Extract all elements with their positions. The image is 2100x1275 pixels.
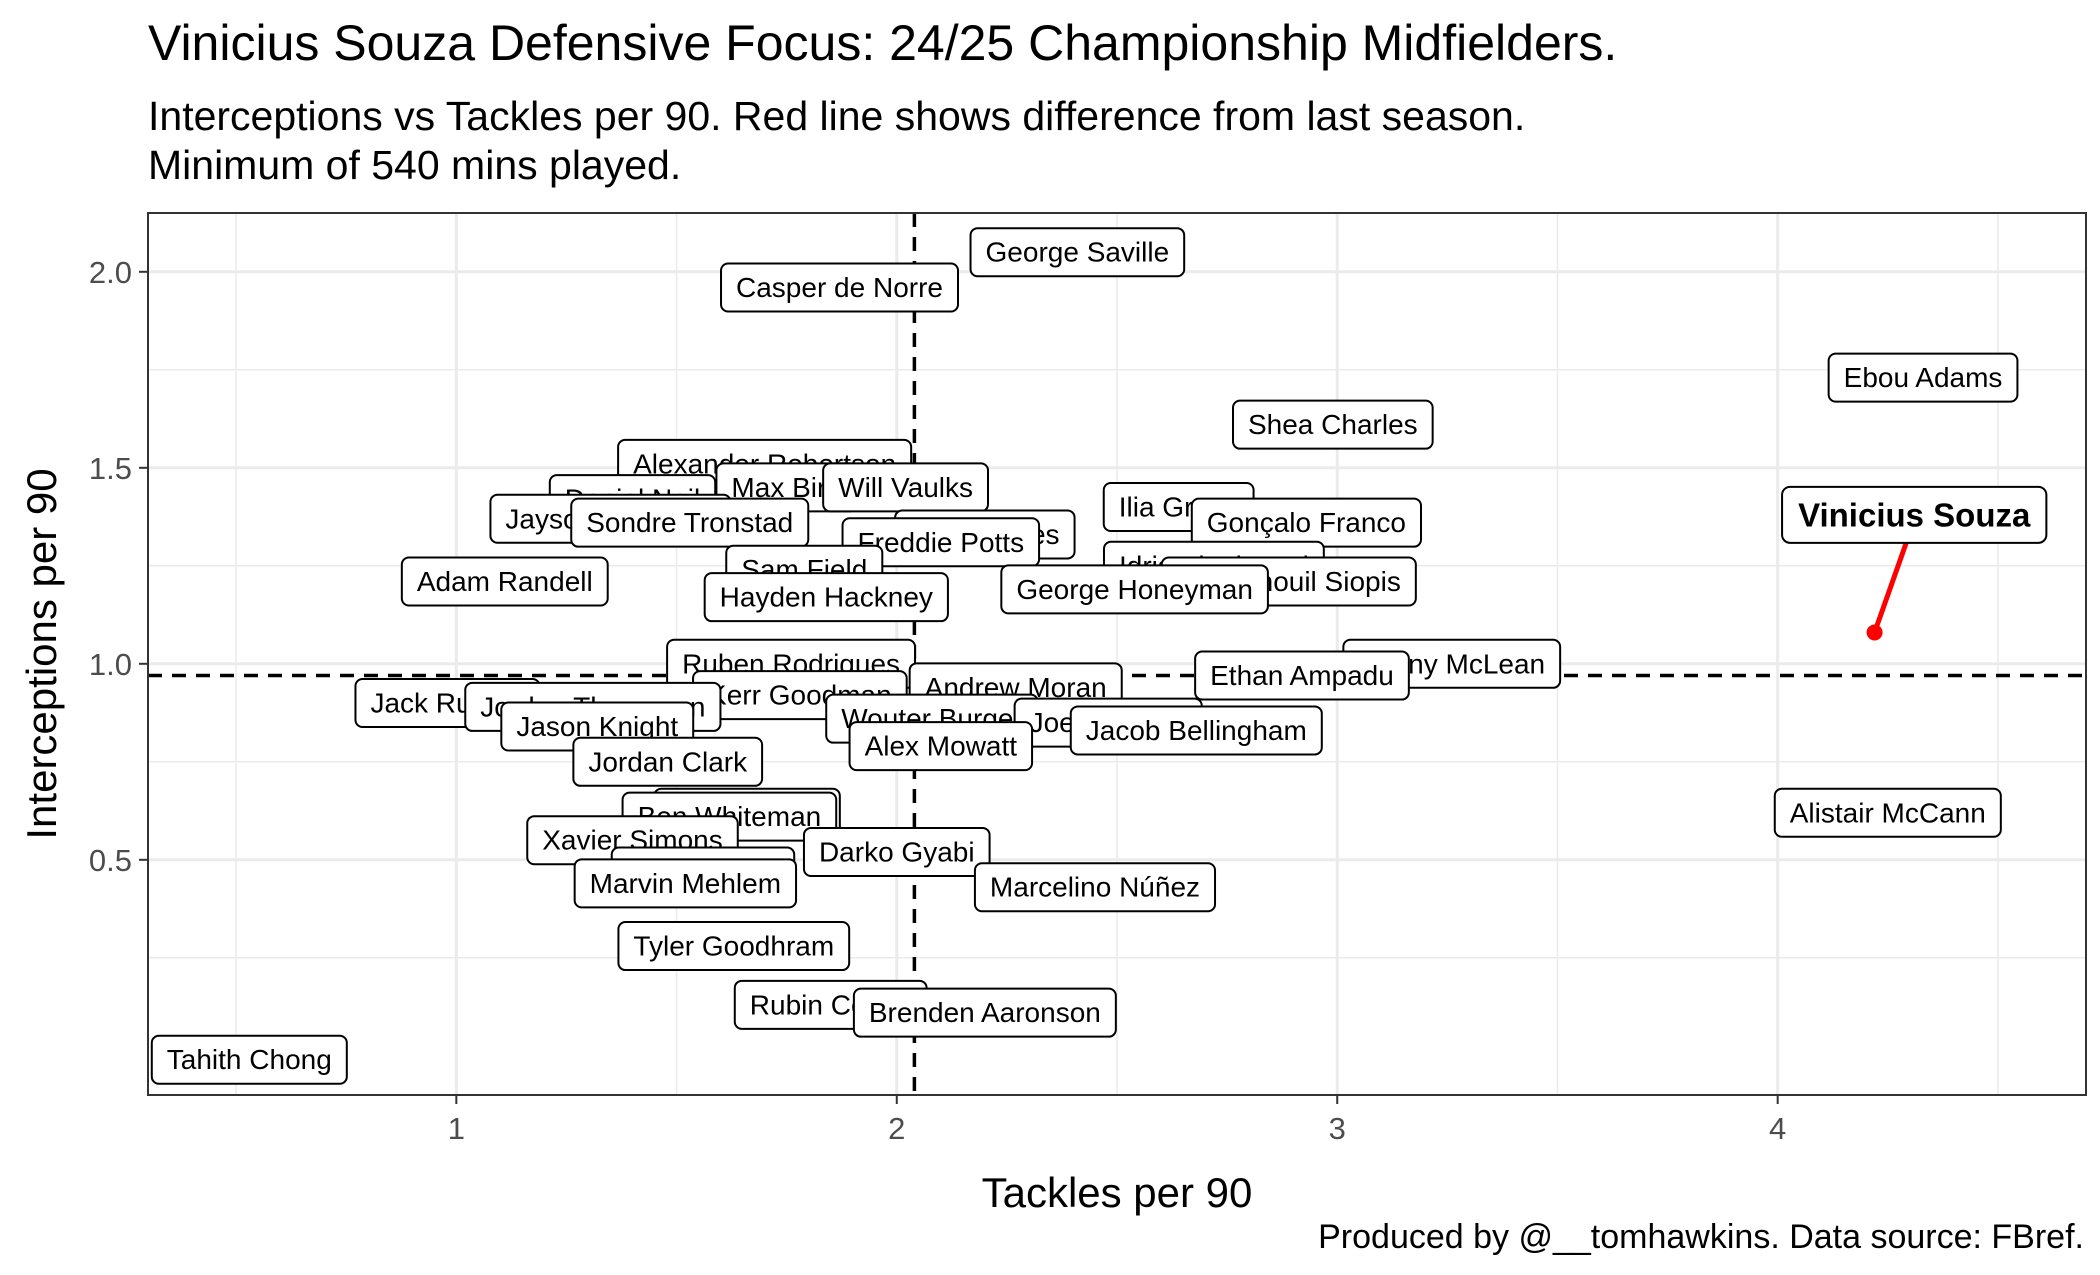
player-label-text: Alex Mowatt	[865, 731, 1018, 762]
player-label-text: Tyler Goodhram	[633, 931, 834, 962]
chart-caption: Produced by @__tomhawkins. Data source: …	[1318, 1218, 2084, 1256]
player-label-text: Adam Randell	[417, 566, 593, 597]
player-label: Casper de Norre	[720, 262, 960, 313]
player-label-text: George Honeyman	[1016, 574, 1253, 605]
player-label-box	[848, 721, 1034, 772]
player-label-text: Hayden Hackney	[720, 582, 933, 613]
player-label: George Saville	[969, 227, 1186, 278]
previous-season-point	[1866, 624, 1883, 641]
player-label: Alex Mowatt	[848, 721, 1034, 772]
chart-subtitle: Interceptions vs Tackles per 90. Red lin…	[148, 92, 1525, 190]
x-tick-label: 4	[1769, 1111, 1786, 1146]
player-label: Ethan Ampadu	[1194, 650, 1410, 701]
player-label-text: Marcelino Núñez	[990, 872, 1200, 903]
player-label: Gonçalo Franco	[1190, 497, 1423, 548]
player-label-text: Jordan Clark	[588, 746, 748, 777]
player-labels: George Saville Casper de Norre Ebou Adams S…	[150, 227, 2019, 1085]
player-label: Tyler Goodhram	[617, 921, 851, 972]
player-label-text: Freddie Potts	[858, 527, 1025, 558]
grid-lines	[148, 213, 2086, 1095]
highlight-label: Vinicius Souza	[1781, 485, 2048, 544]
player-label-box	[400, 556, 609, 607]
player-label-box	[841, 517, 1041, 568]
y-tick-label: 1.5	[89, 451, 132, 486]
highlight-label-box	[1781, 485, 2048, 544]
player-label-box	[617, 921, 851, 972]
player-label-text: George Saville	[986, 237, 1170, 268]
player-label-box	[1773, 787, 2002, 838]
player-label-text: Tahith Chong	[167, 1044, 332, 1075]
player-label: Marcelino Núñez	[973, 862, 1217, 913]
player-label-box	[1194, 650, 1410, 701]
y-tick-label: 2.0	[89, 255, 132, 290]
player-label-text: Gonçalo Franco	[1207, 507, 1406, 538]
player-label-box	[852, 987, 1117, 1038]
player-label: Ebou Adams	[1827, 352, 2019, 403]
player-label-text: Darko Gyabi	[819, 836, 975, 867]
player-label: Jacob Bellingham	[1069, 705, 1323, 756]
player-label-box	[1827, 352, 2019, 403]
player-label: Marvin Mehlem	[573, 858, 798, 909]
player-label-box	[1069, 705, 1323, 756]
player-label-box	[703, 572, 949, 623]
y-tick-label: 1.0	[89, 647, 132, 682]
x-tick-label: 2	[888, 1111, 905, 1146]
player-label-text: Casper de Norre	[736, 272, 943, 303]
panel-border	[147, 212, 2087, 1096]
player-label: Alistair McCann	[1773, 787, 2002, 838]
player-label: Adam Randell	[400, 556, 609, 607]
player-label-box	[573, 858, 798, 909]
x-axis-title: Tackles per 90	[982, 1169, 1253, 1216]
player-label: Freddie Potts	[841, 517, 1041, 568]
x-tick-label: 3	[1329, 1111, 1346, 1146]
highlight-group: Vinicius Souza	[1781, 485, 2048, 641]
player-label: Darko Gyabi	[802, 826, 991, 877]
player-label: Hayden Hackney	[703, 572, 949, 623]
player-label-box	[969, 227, 1186, 278]
player-label-box	[1231, 399, 1434, 450]
player-label: Tahith Chong	[150, 1034, 348, 1085]
season-change-line	[1872, 542, 1909, 634]
y-tick-label: 0.5	[89, 843, 132, 878]
player-label-text: Jacob Bellingham	[1086, 715, 1307, 746]
player-label-text: Ebou Adams	[1844, 362, 2003, 393]
highlight-label-text: Vinicius Souza	[1798, 496, 2031, 533]
player-label-text: Brenden Aaronson	[869, 997, 1101, 1028]
player-label-box	[1000, 564, 1269, 615]
x-tick-label: 1	[448, 1111, 465, 1146]
player-label-text: Ethan Ampadu	[1210, 660, 1394, 691]
player-label: Will Vaulks	[822, 462, 990, 513]
player-label-box	[720, 262, 960, 313]
player-label-box	[570, 497, 810, 548]
player-label-box	[150, 1034, 348, 1085]
player-label: George Honeyman	[1000, 564, 1269, 615]
player-label-text: Alistair McCann	[1790, 797, 1986, 828]
player-label-text: Will Vaulks	[838, 472, 973, 503]
player-label: Jordan Clark	[572, 736, 764, 787]
player-label: Sondre Tronstad	[570, 497, 810, 548]
subtitle-line-1: Interceptions vs Tackles per 90. Red lin…	[148, 93, 1526, 139]
player-label-text: Shea Charles	[1248, 409, 1418, 440]
axes: 1 2 3 4 0.5 1.0 1.5 2.0	[89, 255, 1786, 1146]
subtitle-line-2: Minimum of 540 mins played.	[148, 142, 682, 188]
player-label-box	[802, 826, 991, 877]
player-label-text: Marvin Mehlem	[590, 868, 781, 899]
player-label-text: Sondre Tronstad	[586, 507, 793, 538]
player-label-box	[572, 736, 764, 787]
player-label: Brenden Aaronson	[852, 987, 1117, 1038]
player-label-box	[973, 862, 1217, 913]
chart-title: Vinicius Souza Defensive Focus: 24/25 Ch…	[148, 15, 1618, 71]
y-axis-title: Interceptions per 90	[18, 468, 65, 839]
player-label: Shea Charles	[1231, 399, 1434, 450]
